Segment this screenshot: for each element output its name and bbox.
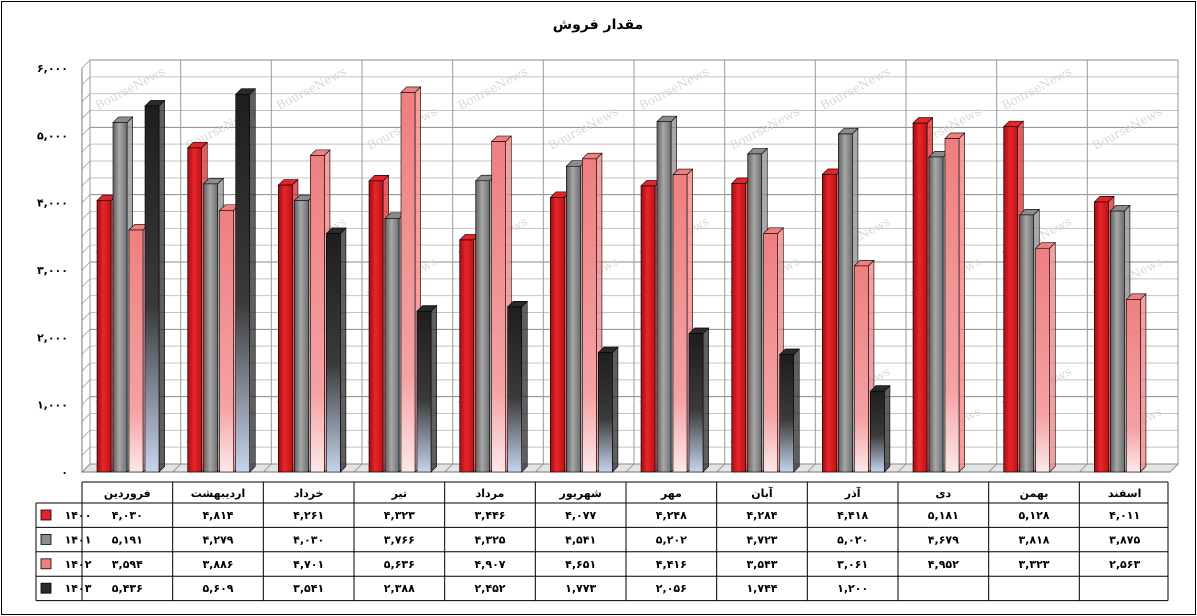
category-label: اسفند <box>1108 487 1141 500</box>
data-table: فروردین اردیبهشت خرداد تیر مرداد شهریور مهر آبا… <box>35 481 1169 602</box>
y-axis-ticks: ۰ ۱,۰۰۰ ۲,۰۰۰ ۳,۰۰۰ ۴,۰۰۰ ۵,۰۰۰ ۶,۰۰۰ <box>37 62 68 479</box>
legend-swatch <box>40 534 52 545</box>
table-cell: ۴,۵۴۱ <box>565 533 596 546</box>
table-cell: ۱,۷۷۳ <box>565 582 596 595</box>
bar <box>944 132 966 473</box>
table-cell: ۴,۲۷۹ <box>202 533 233 546</box>
table-cell: ۴,۷۰۱ <box>293 558 324 571</box>
table-cell: ۳,۵۴۱ <box>293 582 324 595</box>
bar <box>1125 293 1147 473</box>
legend-swatch <box>40 582 52 594</box>
table-cell: ۱,۷۴۴ <box>746 582 777 595</box>
category-label: دی <box>935 487 951 500</box>
table-cell: ۴,۲۶۱ <box>293 509 324 522</box>
y-tick-label: ۶,۰۰۰ <box>37 62 68 75</box>
table-cell: ۳,۳۲۳ <box>1018 558 1049 571</box>
table-cell: ۴,۸۱۴ <box>202 509 233 522</box>
table-cell: ۳,۷۶۶ <box>384 533 415 546</box>
table-cell: ۵,۶۳۶ <box>384 558 415 571</box>
bar <box>202 177 224 473</box>
table-cell: ۵,۱۲۸ <box>1018 509 1049 522</box>
category-label: مرداد <box>476 487 505 500</box>
bar <box>581 152 603 473</box>
table-cell: ۳,۵۴۳ <box>746 558 777 571</box>
bar <box>778 348 800 473</box>
table-cell: ۴,۶۵۱ <box>565 558 596 571</box>
category-label: بهمن <box>1020 487 1049 500</box>
table-cell: ۴,۲۴۸ <box>656 509 687 522</box>
table-cell: ۴,۷۲۳ <box>746 533 777 546</box>
table-cell: ۴,۹۵۲ <box>928 558 959 571</box>
bars <box>96 86 1147 473</box>
table-cell: ۵,۱۹۱ <box>112 533 143 546</box>
bar <box>597 346 619 473</box>
category-label: مهر <box>660 487 682 500</box>
bar <box>490 135 512 473</box>
table-cell: ۵,۱۸۱ <box>928 509 959 522</box>
table-cell: ۴,۰۳۰ <box>293 533 324 546</box>
bar <box>325 227 347 473</box>
y-tick-label: ۴,۰۰۰ <box>37 197 68 210</box>
table-cell: ۲,۰۵۶ <box>656 582 687 595</box>
category-label: خرداد <box>294 487 324 500</box>
table-cell: ۳,۸۱۸ <box>1018 533 1049 546</box>
bar <box>416 304 438 473</box>
table-cell: ۴,۹۰۷ <box>474 558 505 571</box>
legend-label: ۱۴۰۱ <box>65 533 92 546</box>
table-cell: ۴,۰۳۰ <box>112 509 143 522</box>
legend-label: ۱۴۰۲ <box>65 558 92 571</box>
table-cell: ۱,۲۰۰ <box>837 582 868 595</box>
bar <box>688 327 710 473</box>
category-label: تیر <box>391 487 407 500</box>
table-cell: ۵,۰۲۰ <box>837 533 868 546</box>
table-cell: ۲,۳۸۸ <box>384 582 415 595</box>
y-tick-label: ۲,۰۰۰ <box>37 331 68 344</box>
y-tick-label: ۱,۰۰۰ <box>37 399 68 412</box>
table-cell: ۵,۶۰۹ <box>202 582 233 595</box>
category-label: فروردین <box>104 487 151 500</box>
legend-swatch <box>40 509 52 521</box>
y-tick-label: ۰ <box>61 466 68 479</box>
table-cell: ۳,۸۷۵ <box>1109 533 1140 546</box>
category-label: شهریور <box>559 487 602 500</box>
table-cell: ۴,۰۷۷ <box>565 509 596 522</box>
bar <box>144 99 166 473</box>
bar <box>234 88 256 473</box>
table-cell: ۴,۳۲۳ <box>384 509 415 522</box>
chart-title: مقدار فروش <box>553 17 643 33</box>
table-cell: ۴,۴۱۶ <box>656 558 687 571</box>
table-cell: ۴,۴۱۸ <box>837 509 868 522</box>
table-cell: ۲,۵۶۳ <box>1109 558 1140 571</box>
table-cell: ۴,۳۲۵ <box>474 533 505 546</box>
legend-swatch <box>40 558 52 570</box>
bar <box>869 384 891 473</box>
table-cell: ۳,۰۶۱ <box>837 558 868 571</box>
category-label: اردیبهشت <box>191 487 245 500</box>
table-cell: ۴,۶۷۹ <box>928 533 959 546</box>
bar <box>1109 204 1131 473</box>
legend-label: ۱۴۰۰ <box>65 509 92 522</box>
bar <box>1034 241 1056 473</box>
table-cell: ۵,۴۳۶ <box>112 582 143 595</box>
table-cell: ۴,۲۸۴ <box>746 509 777 522</box>
y-tick-label: ۵,۰۰۰ <box>37 129 68 142</box>
table-cell: ۴,۰۱۱ <box>1109 509 1140 522</box>
table-cell: ۳,۵۹۴ <box>112 558 143 571</box>
category-label: آبان <box>751 486 773 500</box>
y-tick-label: ۳,۰۰۰ <box>37 264 68 277</box>
table-cell: ۳,۸۸۶ <box>202 558 233 571</box>
table-cell: ۳,۴۴۶ <box>474 509 505 522</box>
table-cell: ۵,۲۰۲ <box>656 533 687 546</box>
table-cell: ۲,۴۵۲ <box>474 582 505 595</box>
legend-label: ۱۴۰۳ <box>65 582 92 595</box>
category-label: آذر <box>844 486 861 500</box>
bar <box>506 300 528 473</box>
